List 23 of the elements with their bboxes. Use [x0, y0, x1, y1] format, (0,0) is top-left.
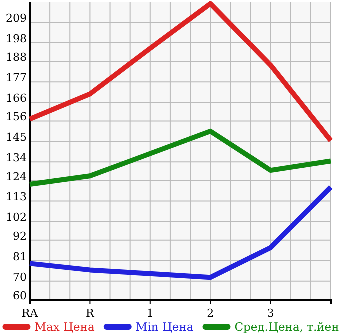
x-tick-label: 2	[207, 306, 214, 320]
y-tick-label: 113	[6, 190, 27, 204]
x-tick-label: RA	[22, 306, 40, 320]
y-tick-label: 134	[6, 152, 27, 165]
legend-label: Max Цена	[34, 320, 95, 334]
y-tick-label: 145	[6, 131, 27, 144]
y-tick-label: 188	[6, 51, 27, 64]
y-tick-label: 81	[13, 250, 27, 264]
y-tick-label: 102	[6, 211, 27, 224]
y-tick-label: 198	[6, 32, 27, 46]
y-tick-label: 70	[13, 270, 27, 284]
y-tick-label: 156	[6, 110, 27, 124]
y-tick-label: 124	[6, 170, 27, 184]
x-tick-label: 3	[267, 306, 274, 320]
x-tick-label: R	[86, 306, 96, 320]
y-tick-label: 60	[13, 289, 27, 302]
x-tick-label: 1	[146, 306, 154, 320]
y-tick-label: 177	[6, 72, 27, 85]
legend-label: Min Цена	[136, 320, 194, 334]
y-tick-label: 209	[6, 12, 27, 25]
y-tick-label: 166	[6, 92, 27, 106]
legend-label: Сред.Цена, т.йен	[234, 320, 340, 334]
y-tick-label: 92	[13, 230, 27, 243]
